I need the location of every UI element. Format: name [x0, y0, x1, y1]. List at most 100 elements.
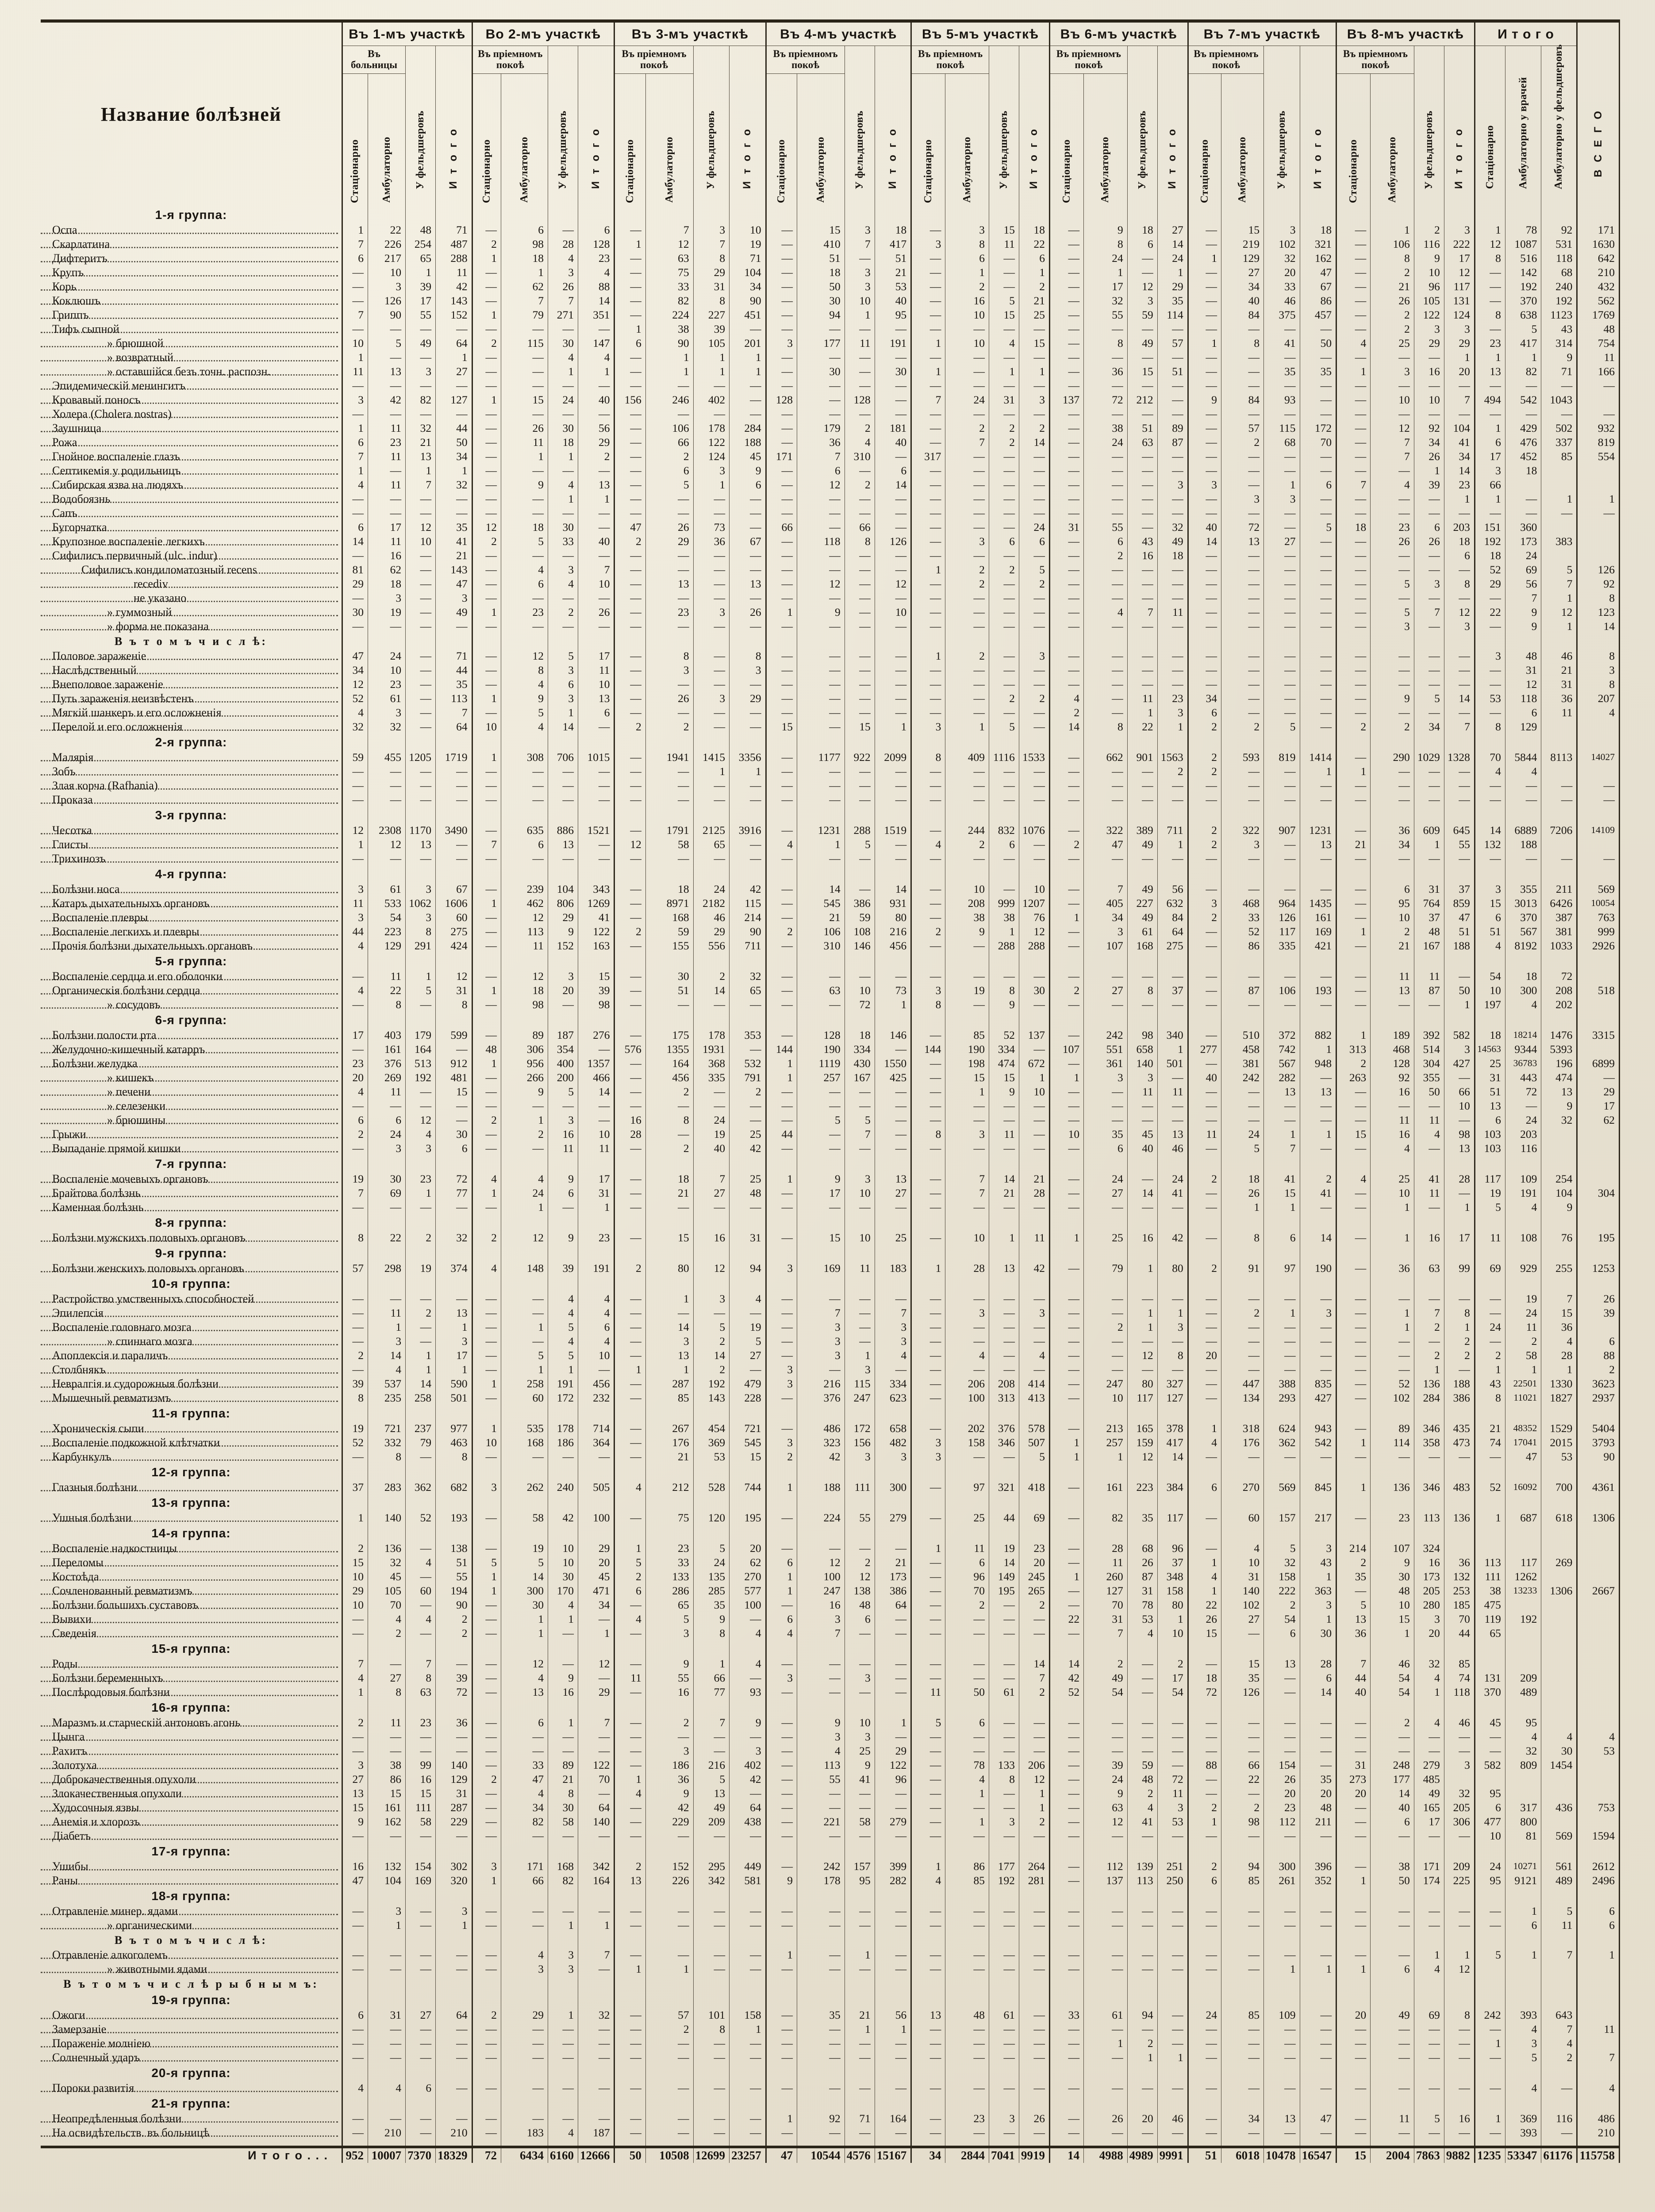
empty-cell [765, 1275, 797, 1292]
cell-empty-dash: — [342, 1918, 368, 1932]
cell-value: 158 [945, 1435, 989, 1450]
disease-name-label: Органическія болѣзни сердца [52, 983, 200, 997]
cell-empty-dash: — [342, 778, 368, 793]
cell-value: 8 [501, 663, 548, 677]
cell-value: 533 [367, 896, 406, 910]
disease-name-label: » оставшійся безъ точн. распозн. [107, 365, 271, 378]
empty-cell [874, 1699, 911, 1716]
cell-value: 50 [796, 279, 845, 294]
cell-empty-dash: — [729, 562, 766, 577]
cell-empty-dash: — [910, 506, 945, 520]
cell-empty-dash: — [1048, 1904, 1084, 1918]
cell-value: 11 [614, 1671, 646, 1685]
empty-cell [1474, 1011, 1505, 1028]
empty-cell [729, 1275, 766, 1292]
cell-value: 44 [1444, 1626, 1475, 1640]
cell-value: 4 [501, 1947, 548, 1962]
empty-cell [1541, 1640, 1577, 1657]
table-row: Мягкій шанкеръ и его осложненія 4 3—7—5 1 6—… [41, 705, 1620, 720]
cell-empty-dash: — [614, 1800, 646, 1815]
cell-value: 102 [1370, 1390, 1414, 1405]
cell-value: 158 [1157, 1583, 1188, 1598]
empty-cell [501, 1887, 548, 1904]
cell-value: 6 [1505, 1918, 1541, 1932]
cell-value: 3 [471, 1480, 501, 1494]
table-row: Воспаленіе легкихъ и плевры 44 223 8 275—113… [41, 924, 1620, 939]
cell-value: 20 [1018, 1555, 1050, 1570]
cell-value: 31 [1413, 882, 1444, 896]
cell-empty-dash: — [405, 1626, 436, 1640]
cell-value: 20 [729, 1541, 766, 1555]
cell-empty-dash: — [1127, 1171, 1158, 1186]
empty-cell [1048, 1244, 1084, 1261]
cell-empty-dash: — [1048, 1376, 1084, 1391]
cell-value: 2 [342, 1541, 368, 1555]
cell-value: 1 [435, 350, 472, 365]
cell-empty-dash: — [1221, 969, 1264, 983]
cell-value: 1 [1474, 1510, 1505, 1525]
cell-empty-dash: — [614, 649, 646, 663]
col-label-ambulatorno: Амбулаторно [380, 137, 392, 203]
group-heading-row: 17-я группа: [41, 1843, 1620, 1859]
cell-value: 413 [1018, 1390, 1050, 1405]
disease-name-label: Болѣзни беременныхъ [52, 1671, 163, 1684]
cell-empty-dash: — [1187, 1291, 1221, 1306]
cell-empty-dash: — [729, 1828, 766, 1843]
cell-value: 128 [765, 392, 797, 407]
cell-value: 30 [342, 605, 368, 619]
dot-leader [41, 1181, 338, 1183]
cell-empty-dash: — [1187, 1510, 1221, 1525]
cell-empty-dash: — [1157, 619, 1188, 634]
cell-value: 171 [501, 1859, 548, 1874]
cell-value: 118 [1541, 251, 1577, 265]
cell-value: 4 [1187, 1569, 1221, 1584]
empty-cell [1541, 1463, 1577, 1480]
cell-value: 14563 [1474, 1042, 1505, 1056]
table-row: Сифилисъ кондиломатозный recens 81 62—143—… [41, 562, 1620, 577]
empty-cell [1018, 1405, 1050, 1421]
disease-name-label: Мышечный ревматизмъ [52, 1391, 171, 1404]
cell-empty-dash: — [765, 1306, 797, 1320]
cell-value: 3 [945, 223, 989, 237]
cell-empty-dash: — [1083, 792, 1128, 807]
cell-empty-dash: — [844, 1828, 875, 1843]
cell-value: 42 [435, 279, 472, 294]
empty-cell [693, 1155, 730, 1172]
cell-empty-dash: — [1127, 1918, 1158, 1932]
cell-value: 2 [988, 421, 1019, 435]
empty-cell [988, 733, 1019, 750]
cell-empty-dash: — [1336, 1743, 1371, 1758]
cell-value: 16 [405, 1772, 436, 1786]
cell-value: 51 [645, 983, 694, 998]
cell-empty-dash: — [874, 492, 911, 506]
cell-value [1576, 548, 1620, 563]
empty-cell [1505, 1699, 1541, 1716]
empty-cell [796, 1244, 845, 1261]
cell-value: 4 [471, 1171, 501, 1186]
cell-empty-dash: — [547, 1743, 578, 1758]
cell-value: 635 [501, 823, 548, 837]
cell-empty-dash: — [1018, 1113, 1050, 1127]
disease-name-label: Маразмъ и старческій антоновъ агонь [52, 1716, 241, 1729]
cell-empty-dash: — [342, 1729, 368, 1744]
cell-value: 209 [1444, 1859, 1475, 1874]
cell-empty-dash: — [693, 492, 730, 506]
cell-value: 3 [1444, 1758, 1475, 1772]
empty-cell [342, 1463, 368, 1480]
cell-value: 140 [1221, 1583, 1264, 1598]
disease-name-label: » животными ядами [107, 1962, 207, 1975]
cell-value: 2 [844, 421, 875, 435]
cell-empty-dash: — [765, 1084, 797, 1099]
disease-name-label: Діабетъ [52, 1829, 91, 1842]
cell-value: 1 [1157, 265, 1188, 280]
cell-value: 14 [1370, 1786, 1414, 1801]
cell-value: 4 [1413, 1962, 1444, 1976]
cell-empty-dash: — [342, 293, 368, 308]
cell-empty-dash: — [910, 764, 945, 779]
cell-empty-dash: — [796, 1200, 845, 1214]
empty-cell [910, 806, 945, 823]
cell-value: 507 [1018, 1435, 1050, 1450]
cell-value [1541, 1598, 1577, 1612]
empty-cell [1263, 1011, 1300, 1028]
cell-value: 287 [435, 1800, 472, 1815]
